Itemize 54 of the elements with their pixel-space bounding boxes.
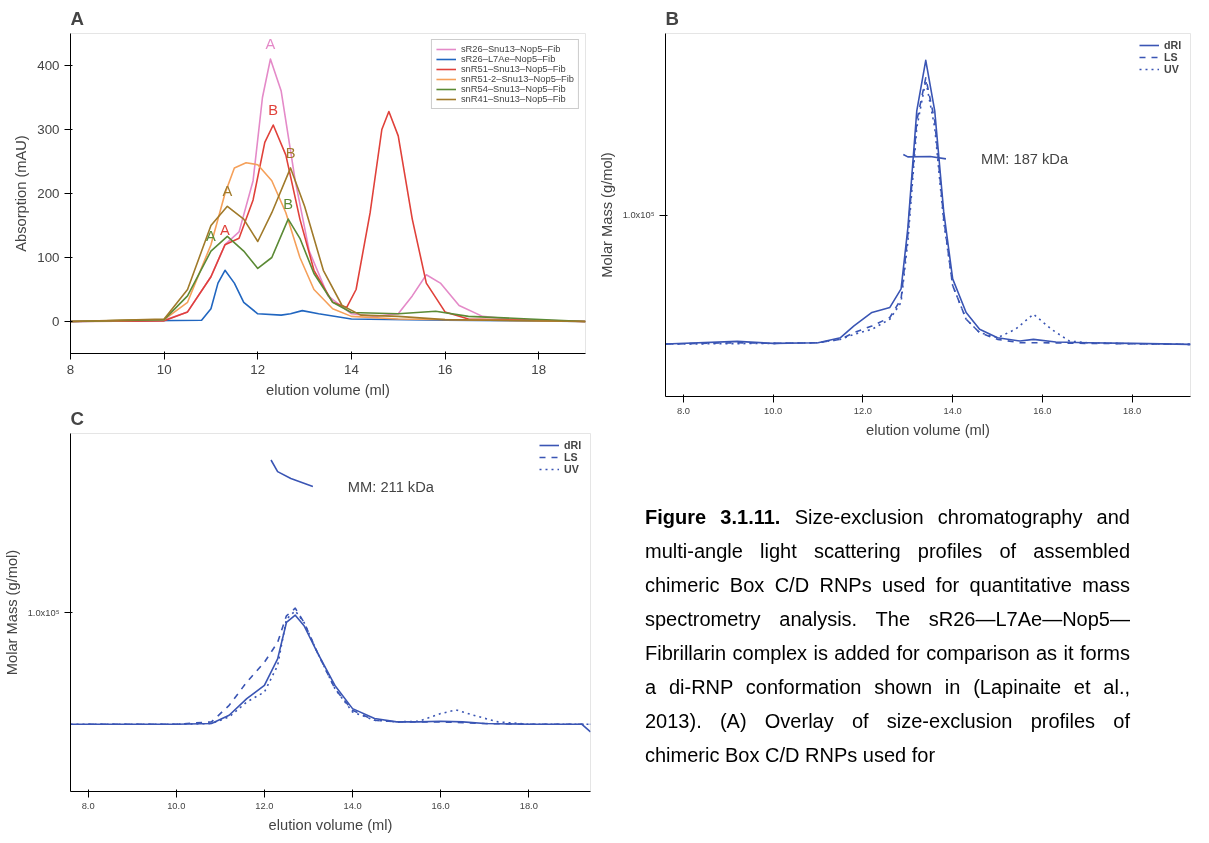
legend-label: snR54–Snu13–Nop5–Fib [460,84,566,94]
data-label: B [268,102,279,119]
legend-label: snR51–Snu13–Nop5–Fib [460,64,566,74]
y-tick-label: 100 [37,250,60,265]
x-tick-label: 16.0 [431,800,450,811]
text: Figure 3.1.11. [645,506,781,528]
annotation: MM: 211 kDa [347,478,435,495]
x-axis-title: elution volume (ml) [866,421,990,438]
x-tick-label: 14 [344,361,360,377]
legend-label: UV [564,463,580,475]
x-tick-label: 12.0 [255,800,274,811]
data-label: B [285,144,296,161]
legend-label: UV [1164,63,1180,75]
x-tick-label: 16.0 [1033,405,1052,416]
x-tick-label: 18.0 [1123,405,1142,416]
text: 1.0x10⁵ [27,607,60,618]
x-tick-label: 8.0 [81,800,95,811]
legend-label: dRI [1164,39,1183,51]
x-tick-label: 8.0 [676,405,690,416]
legend-label: sR26–Snu13–Nop5–Fib [460,44,561,54]
y-axis-title: Molar Mass (g/mol) [598,152,615,278]
x-tick-label: 10.0 [167,800,186,811]
x-tick-label: 16 [437,361,453,377]
x-tick-label: 10.0 [764,405,783,416]
y-axis-title: Absorption (mAU) [13,135,30,252]
text: 1.0x10⁵ [622,210,655,220]
legend-label: LS [1164,51,1179,63]
y-tick-label: 200 [37,186,60,201]
chart-title: A [70,7,84,29]
x-tick-label: 12.0 [853,405,873,416]
x-axis-title: elution volume (ml) [268,816,393,833]
y-axis-title: Molar Mass (g/mol) [3,549,20,676]
legend-label: LS [564,451,579,463]
y-tick-label: 400 [37,58,60,73]
legend-label: snR41–Snu13–Nop5–Fib [460,94,566,104]
data-label: A [220,221,231,238]
x-axis-title: elution volume (ml) [266,381,390,398]
data-label: B [283,196,294,213]
legend-label: dRI [564,439,583,451]
y-tick-label: 0 [52,314,60,329]
x-tick-label: 14.0 [943,405,962,416]
x-tick-label: 14.0 [343,800,362,811]
chart-title: C [70,407,84,429]
legend-label: snR51-2–Snu13–Nop5–Fib [460,74,574,84]
x-tick-label: 10 [156,361,172,377]
chart-title: B [665,7,679,29]
x-tick-label: 18 [531,361,547,377]
legend-label: sR26–L7Ae–Nop5–Fib [460,54,556,64]
x-tick-label: 8 [66,361,75,377]
x-tick-label: 12 [250,361,266,377]
x-tick-label: 18.0 [519,800,538,811]
y-tick-label: 300 [37,122,60,137]
data-label: A [265,36,276,53]
annotation: MM: 187 kDa [980,150,1069,167]
